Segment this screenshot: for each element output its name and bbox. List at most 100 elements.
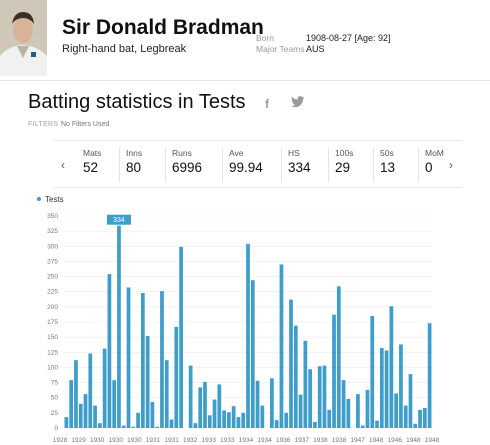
chart-bar[interactable] bbox=[279, 264, 284, 428]
chart-bar[interactable] bbox=[231, 406, 236, 428]
chart-bar[interactable] bbox=[298, 394, 303, 428]
chart-bar[interactable] bbox=[260, 405, 265, 428]
chart-bar[interactable] bbox=[394, 393, 399, 428]
chart-bar[interactable] bbox=[198, 387, 203, 428]
chart-bar[interactable] bbox=[308, 369, 312, 428]
chart-bar[interactable] bbox=[155, 426, 160, 428]
chart-bar[interactable] bbox=[403, 405, 408, 428]
chart-bar[interactable] bbox=[131, 426, 136, 428]
major-teams-value: AUS bbox=[306, 44, 325, 54]
chart-bar[interactable] bbox=[255, 380, 260, 428]
chart-bar[interactable] bbox=[356, 394, 360, 428]
y-tick-label: 325 bbox=[47, 228, 58, 235]
chart-bar[interactable] bbox=[222, 410, 226, 428]
chart-bar[interactable] bbox=[212, 399, 217, 428]
chart-bar[interactable] bbox=[203, 381, 207, 428]
stat-label: Runs bbox=[172, 148, 192, 158]
chart-bar[interactable] bbox=[313, 421, 317, 428]
chart-bar[interactable] bbox=[413, 423, 418, 428]
chart-bar[interactable] bbox=[241, 412, 246, 428]
legend-dot-icon bbox=[37, 196, 41, 201]
filters-value[interactable]: No Filters Used bbox=[61, 121, 110, 128]
twitter-icon[interactable] bbox=[291, 96, 305, 108]
chart-bar[interactable] bbox=[126, 287, 131, 428]
chart-bar[interactable] bbox=[427, 323, 432, 428]
chart-bar[interactable] bbox=[97, 423, 102, 428]
chart-bar[interactable] bbox=[336, 286, 341, 428]
chart-bar[interactable] bbox=[408, 374, 413, 428]
chart-bar[interactable] bbox=[303, 340, 308, 428]
chart-bar[interactable] bbox=[145, 335, 150, 428]
chart-bar[interactable] bbox=[136, 412, 140, 428]
chart-bar[interactable] bbox=[179, 246, 183, 428]
chart-bar[interactable] bbox=[250, 280, 255, 428]
chart-bar[interactable] bbox=[193, 423, 198, 428]
x-tick-label: 1932 bbox=[183, 437, 198, 444]
chart-legend[interactable]: Tests bbox=[37, 195, 64, 204]
chart-bar[interactable] bbox=[389, 306, 394, 428]
chart-bar[interactable] bbox=[169, 419, 174, 428]
chart-bar[interactable] bbox=[102, 348, 107, 428]
chart-bar[interactable] bbox=[74, 360, 78, 428]
x-tick-label: 1931 bbox=[164, 437, 179, 444]
chart-bar[interactable] bbox=[150, 401, 155, 428]
chart-bar[interactable] bbox=[375, 420, 379, 428]
chart-bar[interactable] bbox=[274, 420, 279, 428]
chart-bar[interactable] bbox=[164, 360, 169, 428]
chart-bar[interactable] bbox=[83, 394, 88, 428]
chart-bar[interactable] bbox=[107, 274, 112, 428]
x-tick-label: 1934 bbox=[257, 437, 272, 444]
chart-bar[interactable] bbox=[174, 326, 179, 428]
chart-bar[interactable] bbox=[384, 350, 389, 428]
chart-bar[interactable] bbox=[270, 378, 274, 428]
stat-50s: 50s 13 bbox=[373, 148, 395, 182]
chart-bar[interactable] bbox=[217, 384, 222, 428]
chart-bar[interactable] bbox=[289, 299, 293, 428]
facebook-icon[interactable]: f bbox=[265, 97, 269, 111]
chart-bar[interactable] bbox=[399, 344, 403, 428]
chart-bar[interactable] bbox=[246, 243, 250, 428]
chart-bar[interactable] bbox=[379, 348, 384, 428]
chart-bar[interactable] bbox=[360, 425, 365, 428]
chevron-right-icon[interactable]: › bbox=[449, 158, 453, 172]
stats-bar bbox=[54, 140, 462, 188]
chart-bar[interactable] bbox=[284, 412, 289, 428]
y-tick-label: 125 bbox=[47, 349, 58, 356]
chart-bar[interactable] bbox=[78, 403, 83, 428]
chart-bar[interactable] bbox=[236, 417, 241, 428]
chart-bar[interactable] bbox=[332, 314, 336, 428]
chart-bar[interactable] bbox=[341, 380, 346, 428]
y-tick-label: 300 bbox=[47, 243, 58, 250]
y-tick-label: 225 bbox=[47, 289, 58, 296]
major-teams-label: Major Teams bbox=[256, 44, 305, 54]
stat-100s: 100s 29 bbox=[328, 148, 353, 182]
chart-bar[interactable] bbox=[317, 366, 322, 428]
chart-bar[interactable] bbox=[112, 380, 117, 428]
chart-bar[interactable] bbox=[88, 353, 93, 428]
chart-bar[interactable] bbox=[160, 291, 164, 428]
chart-bar[interactable] bbox=[121, 425, 126, 428]
chart-bar[interactable] bbox=[365, 389, 370, 428]
chart-bar[interactable] bbox=[140, 292, 145, 428]
chart-bar[interactable] bbox=[188, 365, 193, 428]
chevron-left-icon[interactable]: ‹ bbox=[61, 158, 65, 172]
chart-bar[interactable] bbox=[346, 398, 351, 428]
chart-bar[interactable] bbox=[207, 415, 212, 428]
chart-bar[interactable] bbox=[64, 417, 69, 428]
chart-bar[interactable] bbox=[370, 315, 375, 428]
section-title: Batting statistics in Tests bbox=[28, 91, 246, 113]
stat-runs: Runs 6996 bbox=[165, 148, 202, 182]
chart-bar[interactable] bbox=[227, 412, 231, 428]
x-tick-label: 1931 bbox=[146, 437, 161, 444]
chart-bar[interactable] bbox=[422, 408, 427, 428]
chart-bar[interactable] bbox=[69, 380, 74, 428]
chart-bar[interactable] bbox=[93, 405, 97, 428]
y-tick-label: 350 bbox=[47, 213, 58, 220]
chart-bar[interactable] bbox=[322, 365, 327, 428]
chart-bar[interactable] bbox=[293, 325, 298, 428]
chart-bar[interactable] bbox=[418, 409, 422, 428]
chart-bar[interactable] bbox=[117, 225, 121, 428]
x-tick-label: 1933 bbox=[202, 437, 217, 444]
chart-bar[interactable] bbox=[327, 409, 332, 428]
y-tick-label: 200 bbox=[47, 304, 58, 311]
